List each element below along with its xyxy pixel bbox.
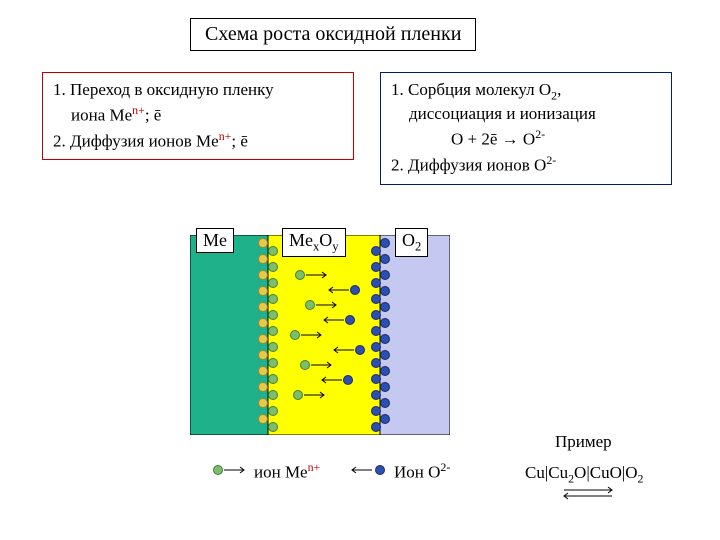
legend-me-icon bbox=[210, 462, 250, 478]
rb-line1a: 1. Сорбция молекул O2, bbox=[391, 79, 661, 103]
example-arrows-icon bbox=[560, 486, 620, 500]
legend-o-text: Ион O2- bbox=[394, 460, 450, 483]
legend-me-text: ион Men+ bbox=[254, 460, 320, 483]
legend-o-icon bbox=[350, 462, 390, 478]
label-me: Me bbox=[196, 228, 234, 253]
oxide-growth-diagram bbox=[190, 235, 450, 435]
title-box: Схема роста оксидной пленки bbox=[190, 18, 476, 51]
title-text: Схема роста оксидной пленки bbox=[205, 23, 461, 45]
example-formula: Cu|Cu2O|CuO|O2 bbox=[525, 463, 643, 486]
rb-line1c: O + 2ē → O2- bbox=[391, 126, 661, 152]
label-o2: O2 bbox=[395, 228, 428, 257]
left-process-box: 1. Переход в оксидную пленку иона Men+; … bbox=[42, 72, 354, 160]
example-title: Пример bbox=[555, 432, 612, 452]
right-process-box: 1. Сорбция молекул O2, диссоциация и ион… bbox=[380, 72, 672, 185]
label-oxide: MexOy bbox=[282, 228, 346, 257]
rb-line1b: диссоциация и ионизация bbox=[391, 103, 661, 126]
lb-line2: 2. Диффузия ионов Men+; ē bbox=[53, 128, 343, 154]
lb-line1a: 1. Переход в оксидную пленку bbox=[53, 79, 343, 102]
rb-line2: 2. Диффузия ионов O2- bbox=[391, 152, 661, 178]
lb-line1b: иона Men+; ē bbox=[53, 102, 343, 128]
